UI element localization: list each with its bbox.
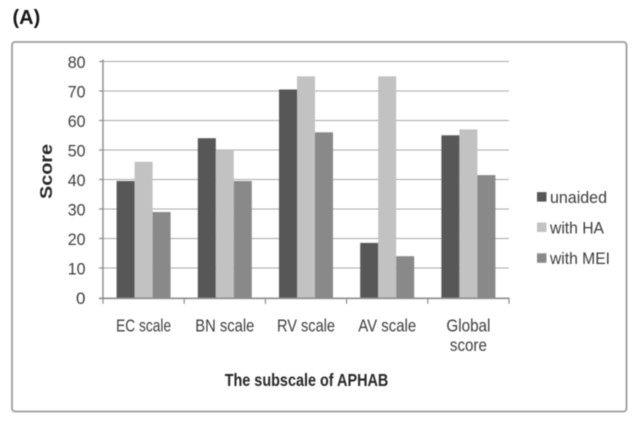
svg-text:(A): (A) <box>13 7 41 29</box>
svg-text:Global: Global <box>446 316 490 336</box>
svg-text:unaided: unaided <box>550 188 607 207</box>
svg-text:10: 10 <box>68 260 86 279</box>
svg-text:AV scale: AV scale <box>358 316 416 336</box>
svg-text:with HA: with HA <box>549 218 605 237</box>
svg-text:30: 30 <box>68 201 86 220</box>
svg-text:60: 60 <box>68 112 86 131</box>
svg-text:RV scale: RV scale <box>277 316 335 336</box>
svg-text:BN scale: BN scale <box>195 316 254 336</box>
svg-text:80: 80 <box>68 53 86 72</box>
svg-text:score: score <box>450 335 487 355</box>
svg-text:EC scale: EC scale <box>116 316 171 336</box>
svg-text:70: 70 <box>68 83 86 102</box>
svg-text:40: 40 <box>68 171 86 190</box>
svg-text:20: 20 <box>68 230 86 249</box>
svg-text:Score: Score <box>36 144 56 199</box>
svg-text:with MEI: with MEI <box>549 249 610 268</box>
svg-text:0: 0 <box>76 289 85 308</box>
svg-text:50: 50 <box>68 142 86 161</box>
svg-text:The subscale of APHAB: The subscale of APHAB <box>225 370 389 390</box>
